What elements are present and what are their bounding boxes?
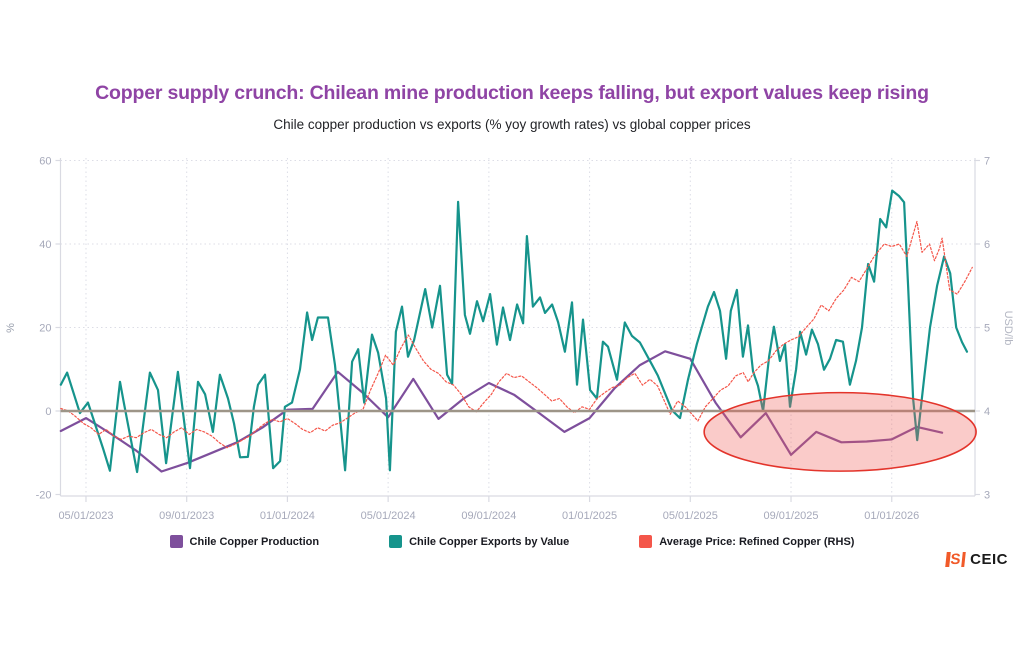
left-axis-tick-label: -20 <box>36 490 52 502</box>
x-axis-tick-label: 01/01/2025 <box>562 510 617 522</box>
production-line <box>59 350 944 473</box>
left-axis-tick-label: 60 <box>39 156 51 168</box>
right-axis-tick-label: 5 <box>984 323 990 335</box>
price-swatch <box>639 535 653 548</box>
legend-item-exports: Chile Copper Exports by Value <box>389 535 569 548</box>
left-axis-tick-label: 20 <box>39 323 51 335</box>
right-axis-tick-label: 6 <box>984 239 990 251</box>
right-axis-tick-label: 7 <box>984 156 990 168</box>
ceic-logo-text: CEIC <box>970 551 1008 568</box>
left-axis-tick-label: 40 <box>39 239 51 251</box>
page-subtitle: Chile copper production vs exports (% yo… <box>273 117 751 132</box>
exports-legend-label: Chile Copper Exports by Value <box>409 535 570 548</box>
price-legend-label: Average Price: Refined Copper (RHS) <box>659 535 855 548</box>
left-axis-tick-label: 0 <box>45 406 51 418</box>
production-legend-label: Chile Copper Production <box>189 535 320 548</box>
x-axis-tick-label: 09/01/2023 <box>159 510 214 522</box>
x-axis-tick-label: 05/01/2023 <box>58 510 113 522</box>
exports-line <box>59 189 969 474</box>
right-axis-tick-label: 4 <box>984 406 990 418</box>
x-axis-tick-label: 01/01/2026 <box>864 510 919 522</box>
logo-s: S <box>949 551 962 568</box>
exports-swatch <box>389 535 403 548</box>
page-title: Copper supply crunch: Chilean mine produ… <box>95 82 929 104</box>
x-axis-tick-label: 09/01/2025 <box>763 510 818 522</box>
logo-bar-right <box>960 552 966 567</box>
ceic-logo-mark-icon: S <box>945 551 966 568</box>
x-axis-tick-label: 05/01/2025 <box>663 510 718 522</box>
left-axis-title: % <box>5 323 17 333</box>
highlight-ellipse <box>703 391 977 472</box>
right-axis-tick-label: 3 <box>984 490 990 502</box>
x-axis-tick-label: 01/01/2024 <box>260 510 315 522</box>
legend-item-production: Chile Copper Production <box>169 535 320 548</box>
production-swatch <box>169 535 183 548</box>
legend: Chile Copper Production Chile Copper Exp… <box>0 535 1024 548</box>
price-line <box>60 220 973 449</box>
x-axis-tick-label: 09/01/2024 <box>461 510 516 522</box>
legend-item-price: Average Price: Refined Copper (RHS) <box>639 535 854 548</box>
ceic-logo: S CEIC <box>945 551 1008 568</box>
right-axis-title: USD/lb <box>1002 311 1014 346</box>
x-axis-tick-label: 05/01/2024 <box>361 510 416 522</box>
